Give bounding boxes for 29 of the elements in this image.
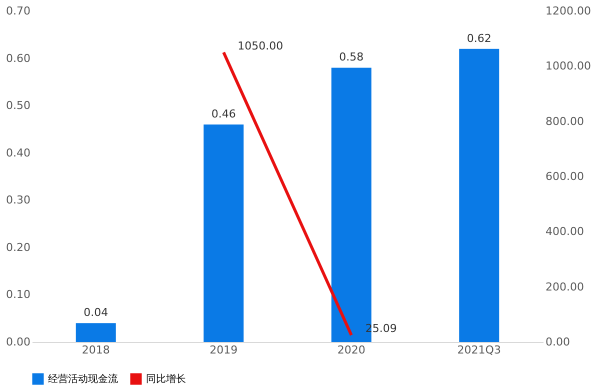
data-label: 0.62 [466, 32, 492, 45]
y2-tick-label: 600.00 [546, 170, 584, 183]
y-tick-label: 0.70 [6, 4, 30, 18]
data-label: 0.46 [211, 107, 236, 120]
y-tick-label: 0.50 [6, 99, 30, 112]
legend-label: 经营活动现金流 [48, 373, 118, 385]
y2-tick-label: 1200.00 [546, 4, 591, 18]
y-tick-label: 0.20 [6, 240, 30, 254]
data-label: 1050.00 [238, 39, 284, 52]
legend-label: 同比增长 [146, 373, 186, 385]
y2-tick-label: 800.00 [546, 114, 584, 128]
y2-tick-label: 1000.00 [546, 60, 591, 73]
y-tick-label: 0.00 [6, 336, 30, 348]
data-label: 0.58 [339, 50, 364, 64]
y-tick-label: 0.30 [6, 194, 30, 207]
bar [204, 124, 244, 342]
x-tick-label: 2020 [337, 344, 366, 356]
x-tick-label: 2018 [82, 344, 110, 356]
y2-tick-label: 0.00 [546, 336, 570, 348]
y-tick-label: 0.40 [6, 146, 30, 160]
y2-tick-label: 400.00 [546, 225, 584, 238]
y-tick-label: 0.60 [6, 52, 30, 65]
bar [459, 48, 500, 342]
bar [76, 323, 116, 342]
x-tick-label: 2021Q3 [457, 344, 501, 356]
x-tick-label: 2019 [210, 344, 238, 356]
y-tick-label: 0.10 [6, 288, 30, 302]
y2-tick-label: 200.00 [546, 280, 584, 294]
data-label: 0.04 [84, 306, 108, 320]
